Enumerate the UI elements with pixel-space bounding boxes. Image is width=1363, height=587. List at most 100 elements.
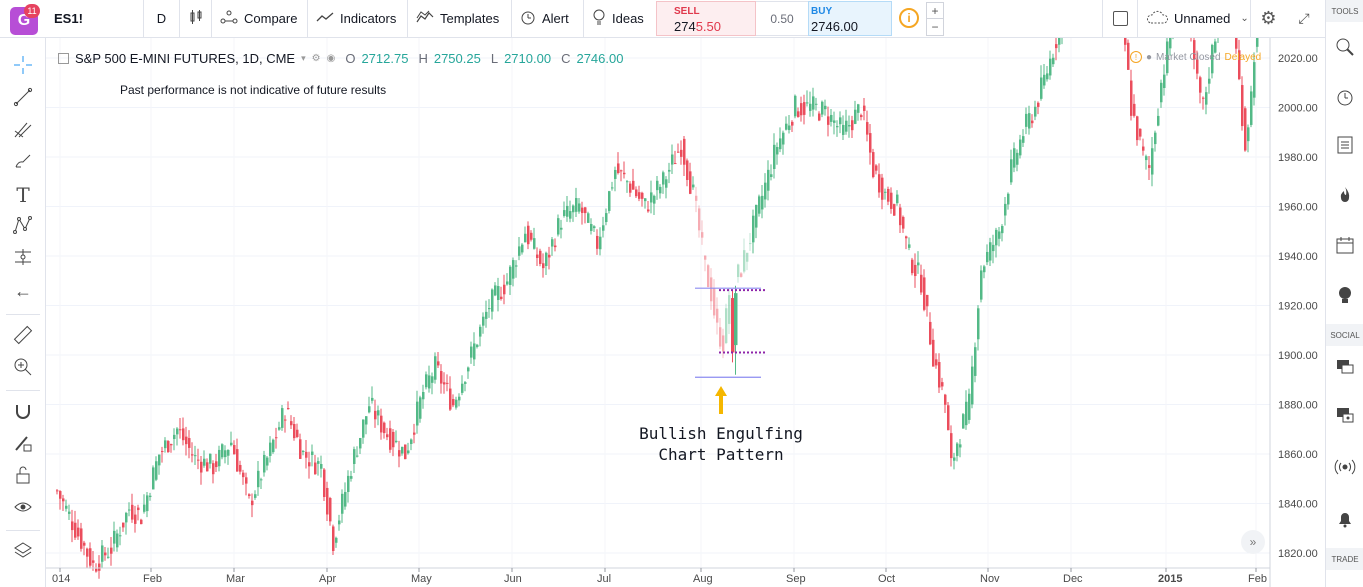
low-label: L: [490, 51, 499, 66]
chart-pane[interactable]: 1820.00 1840.00 1860.00 1880.00 1900.00 1920.…: [46, 38, 1325, 587]
price-chart[interactable]: 1820.00 1840.00 1860.00 1880.00 1900.00 1920.…: [46, 38, 1325, 587]
candle-body: [851, 120, 854, 131]
alerts-button[interactable]: [1332, 86, 1358, 112]
candle: [746, 252, 749, 271]
watchlist-button[interactable]: [1332, 36, 1358, 62]
series-title[interactable]: S&P 500 E-MINI FUTURES, 1D, CME: [75, 51, 296, 66]
measure-tool[interactable]: [7, 324, 39, 350]
candle: [272, 438, 275, 454]
candle: [1007, 192, 1010, 210]
unlock-tool[interactable]: [7, 464, 39, 490]
candle: [551, 236, 554, 256]
candle-body: [197, 459, 200, 461]
candle-body: [437, 361, 440, 366]
magnet-tool[interactable]: [7, 400, 39, 426]
candle: [269, 436, 272, 463]
buy-button[interactable]: BUY 2746.00: [808, 1, 892, 36]
candles: [56, 38, 1259, 579]
settings-button[interactable]: ⚙: [1250, 0, 1286, 37]
compare-button[interactable]: Compare: [212, 0, 308, 37]
candle-body: [257, 470, 260, 488]
minus-button[interactable]: −: [931, 20, 939, 34]
candle-body: [449, 388, 452, 410]
candle-body: [1001, 226, 1004, 234]
zoom-tool[interactable]: [7, 356, 39, 382]
candle-body: [743, 250, 746, 272]
market-status[interactable]: ! ● Market Closed Delayed: [1130, 51, 1261, 63]
quantity-stepper[interactable]: + −: [926, 2, 944, 36]
candle: [821, 100, 824, 118]
candle-body: [614, 169, 617, 179]
legend-hide-icon[interactable]: ◉: [326, 53, 336, 64]
streams-button[interactable]: [1332, 456, 1358, 482]
alert-button[interactable]: Alert: [512, 0, 584, 37]
candle-body: [719, 327, 722, 347]
sell-button[interactable]: SELL 2745.50: [656, 1, 756, 36]
layout-menu-button[interactable]: Unnamed ⌄: [1138, 0, 1250, 37]
indicators-button[interactable]: Indicators: [308, 0, 408, 37]
fullscreen-button[interactable]: ⤢: [1286, 0, 1322, 37]
candle-body: [710, 277, 713, 302]
buy-label: BUY: [811, 6, 833, 17]
close-label: C: [561, 51, 571, 66]
time-axis[interactable]: 014 Feb Mar Apr May Jun Jul Aug Sep Oct Nov Dec 2015…: [52, 568, 1267, 585]
candle-body: [485, 311, 488, 319]
hotlists-button[interactable]: [1332, 184, 1358, 210]
candle: [1004, 197, 1007, 226]
candle: [749, 233, 752, 251]
candle: [584, 206, 587, 224]
candle: [713, 279, 716, 319]
candle-body: [1028, 113, 1031, 129]
brush-tool[interactable]: [7, 150, 39, 176]
pattern-tool[interactable]: [7, 214, 39, 240]
candle: [491, 288, 494, 320]
ideas-stream-button[interactable]: [1332, 284, 1358, 310]
calendar-button[interactable]: [1332, 234, 1358, 260]
legend-menu-chevron-icon[interactable]: ▾: [301, 53, 306, 63]
data-window-button[interactable]: [1332, 134, 1358, 160]
candle-body: [77, 527, 80, 537]
candle: [170, 443, 173, 453]
candle: [782, 130, 785, 155]
private-chats-button[interactable]: [1332, 404, 1358, 430]
candle: [872, 148, 875, 179]
candle-body: [242, 472, 245, 478]
collapse-legend-icon[interactable]: [58, 53, 69, 64]
ideas-button[interactable]: Ideas: [584, 0, 654, 37]
candle-body: [662, 172, 665, 185]
visibility-tool[interactable]: [7, 496, 39, 522]
templates-button[interactable]: Templates: [408, 0, 512, 37]
candle: [914, 253, 917, 288]
chats-button[interactable]: [1332, 356, 1358, 382]
candle-body: [1247, 127, 1250, 142]
candle: [281, 405, 284, 431]
candle-body: [338, 520, 341, 525]
candle: [740, 272, 743, 278]
candle: [695, 186, 698, 213]
candle-body: [809, 103, 812, 111]
info-icon[interactable]: i: [899, 8, 919, 28]
plus-button[interactable]: +: [927, 3, 943, 19]
lock-drawings-tool[interactable]: [7, 432, 39, 458]
notifications-button[interactable]: [1332, 508, 1358, 534]
prediction-tool[interactable]: [7, 246, 39, 272]
crosshair-tool[interactable]: [7, 54, 39, 80]
price-axis[interactable]: 1820.00 1840.00 1860.00 1880.00 1900.00 1920.…: [1278, 53, 1318, 560]
pattern-annotation[interactable]: Bullish Engulfing Chart Pattern: [636, 423, 806, 465]
candle-body: [608, 191, 611, 211]
candle-body: [1034, 106, 1037, 117]
fullscreen-toggle-button[interactable]: [1102, 0, 1138, 37]
scroll-to-realtime-button[interactable]: »: [1241, 530, 1265, 554]
text-tool[interactable]: T: [7, 182, 39, 208]
candle: [539, 248, 542, 267]
trend-line-tool[interactable]: [7, 86, 39, 112]
symbol-search[interactable]: ES1!: [46, 0, 144, 37]
fib-tool[interactable]: [7, 118, 39, 144]
candle: [335, 536, 338, 548]
interval-button[interactable]: D: [144, 0, 180, 37]
collapse-toolbar-button[interactable]: ←: [7, 278, 39, 304]
legend-settings-icon[interactable]: ⚙: [311, 53, 321, 64]
object-tree-tool[interactable]: [7, 540, 39, 566]
chart-style-button[interactable]: [180, 0, 212, 37]
candle: [98, 555, 101, 579]
